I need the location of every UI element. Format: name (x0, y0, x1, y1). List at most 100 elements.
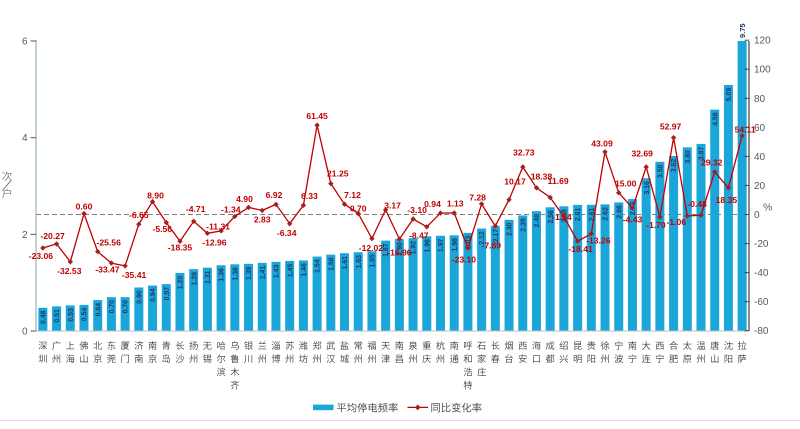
svg-text:1.87: 1.87 (383, 243, 390, 257)
svg-text:5.09: 5.09 (726, 88, 733, 102)
svg-text:-18.41: -18.41 (568, 244, 593, 254)
svg-text:1.63: 1.63 (356, 255, 363, 269)
svg-text:0.64: 0.64 (95, 303, 102, 317)
svg-text:-5.56: -5.56 (153, 224, 173, 234)
svg-text:54.11: 54.11 (735, 125, 756, 135)
svg-text:-12.02: -12.02 (359, 243, 384, 253)
svg-text:-1.34: -1.34 (221, 205, 241, 215)
svg-text:3.17: 3.17 (384, 201, 401, 211)
svg-text:0.48: 0.48 (41, 310, 48, 324)
svg-text:0.94: 0.94 (150, 288, 157, 302)
svg-text:32.73: 32.73 (513, 148, 535, 158)
svg-text:-0.48: -0.48 (687, 199, 707, 209)
svg-text:9.75: 9.75 (738, 23, 747, 38)
svg-text:1.38: 1.38 (232, 267, 239, 281)
svg-text:29.32: 29.32 (701, 158, 723, 168)
svg-text:0.90: 0.90 (136, 290, 143, 304)
svg-text:100: 100 (754, 65, 771, 76)
svg-text:-33.47: -33.47 (95, 264, 120, 274)
svg-text:40: 40 (754, 152, 766, 163)
svg-text:-40: -40 (754, 268, 769, 279)
svg-text:-20: -20 (754, 239, 769, 250)
svg-text:%: % (763, 202, 772, 214)
svg-text:-35.41: -35.41 (122, 270, 147, 280)
svg-text:-32.53: -32.53 (57, 266, 82, 276)
svg-text:2.83: 2.83 (254, 215, 271, 225)
svg-text:-3.10: -3.10 (407, 205, 427, 215)
svg-text:1.28: 1.28 (191, 272, 198, 286)
svg-text:0.97: 0.97 (164, 287, 171, 301)
svg-text:2.62: 2.62 (603, 207, 610, 221)
svg-text:2.56: 2.56 (548, 210, 555, 224)
svg-text:0: 0 (22, 327, 28, 338)
svg-text:120: 120 (754, 36, 771, 47)
svg-text:4: 4 (22, 133, 28, 144)
svg-text:-12.96: -12.96 (202, 238, 227, 248)
svg-text:2.39: 2.39 (520, 218, 527, 232)
svg-text:0.94: 0.94 (424, 199, 441, 209)
svg-text:20: 20 (754, 181, 766, 192)
svg-text:-6.34: -6.34 (277, 228, 297, 238)
svg-text:-80: -80 (754, 326, 769, 337)
svg-text:1.65: 1.65 (370, 254, 377, 268)
svg-text:-4.71: -4.71 (186, 204, 206, 214)
svg-text:-4.43: -4.43 (623, 214, 643, 224)
svg-text:3.62: 3.62 (671, 159, 678, 173)
svg-text:-8.47: -8.47 (409, 231, 429, 241)
svg-text:3.80: 3.80 (685, 150, 692, 164)
svg-text:4.90: 4.90 (236, 194, 253, 204)
svg-text:-20.27: -20.27 (40, 231, 65, 241)
svg-text:-1.70: -1.70 (646, 220, 666, 230)
svg-text:2.61: 2.61 (575, 208, 582, 222)
svg-text:2.30: 2.30 (507, 222, 514, 236)
svg-text:7.28: 7.28 (469, 193, 486, 203)
svg-text:0.60: 0.60 (76, 201, 93, 211)
svg-text:1.90: 1.90 (397, 242, 404, 256)
svg-text:1.41: 1.41 (260, 266, 267, 280)
svg-text:-11.31: -11.31 (206, 222, 230, 232)
svg-text:3.16: 3.16 (644, 181, 651, 195)
svg-text:6: 6 (22, 37, 28, 48)
svg-text:61.45: 61.45 (306, 111, 328, 121)
svg-text:1.58: 1.58 (328, 257, 335, 271)
svg-text:32.69: 32.69 (631, 149, 653, 159)
svg-text:0.70: 0.70 (109, 300, 116, 314)
svg-text:6.92: 6.92 (266, 190, 283, 200)
svg-text:4.58: 4.58 (712, 112, 719, 126)
svg-text:2.12: 2.12 (479, 231, 486, 245)
svg-text:-1.06: -1.06 (667, 217, 687, 227)
svg-text:1.96: 1.96 (424, 239, 431, 253)
svg-text:2.17: 2.17 (493, 229, 500, 243)
svg-text:80: 80 (754, 94, 766, 105)
svg-text:7.12: 7.12 (344, 190, 361, 200)
svg-text:-16.96: -16.96 (387, 247, 412, 257)
svg-text:18.38: 18.38 (531, 172, 553, 182)
svg-text:1.92: 1.92 (411, 241, 418, 255)
svg-text:-23.10: -23.10 (452, 254, 477, 264)
svg-text:-1.54: -1.54 (552, 212, 572, 222)
svg-text:-60: -60 (754, 297, 769, 308)
svg-text:-18.35: -18.35 (168, 242, 193, 252)
svg-text:0.51: 0.51 (54, 309, 61, 323)
svg-text:15.00: 15.00 (615, 178, 637, 188)
svg-text:1.97: 1.97 (438, 238, 445, 252)
svg-text:2.03: 2.03 (466, 236, 473, 250)
svg-text:0.70: 0.70 (123, 300, 130, 314)
svg-text:3.87: 3.87 (699, 147, 706, 161)
svg-text:-6.65: -6.65 (129, 210, 149, 220)
svg-text:10.17: 10.17 (504, 176, 526, 186)
svg-text:0.70: 0.70 (350, 204, 367, 214)
svg-text:1.46: 1.46 (301, 263, 308, 277)
svg-text:2.61: 2.61 (589, 208, 596, 222)
svg-text:6.33: 6.33 (301, 191, 318, 201)
svg-text:1.98: 1.98 (452, 238, 459, 252)
svg-text:2.48: 2.48 (534, 214, 541, 228)
svg-text:2: 2 (22, 230, 28, 241)
svg-text:43.09: 43.09 (591, 139, 613, 149)
svg-text:1.13: 1.13 (447, 199, 464, 209)
svg-text:1.39: 1.39 (246, 266, 253, 280)
svg-text:8.90: 8.90 (147, 190, 164, 200)
svg-text:1.31: 1.31 (205, 270, 212, 284)
svg-text:0.53: 0.53 (68, 308, 75, 322)
svg-text:11.69: 11.69 (548, 176, 569, 186)
